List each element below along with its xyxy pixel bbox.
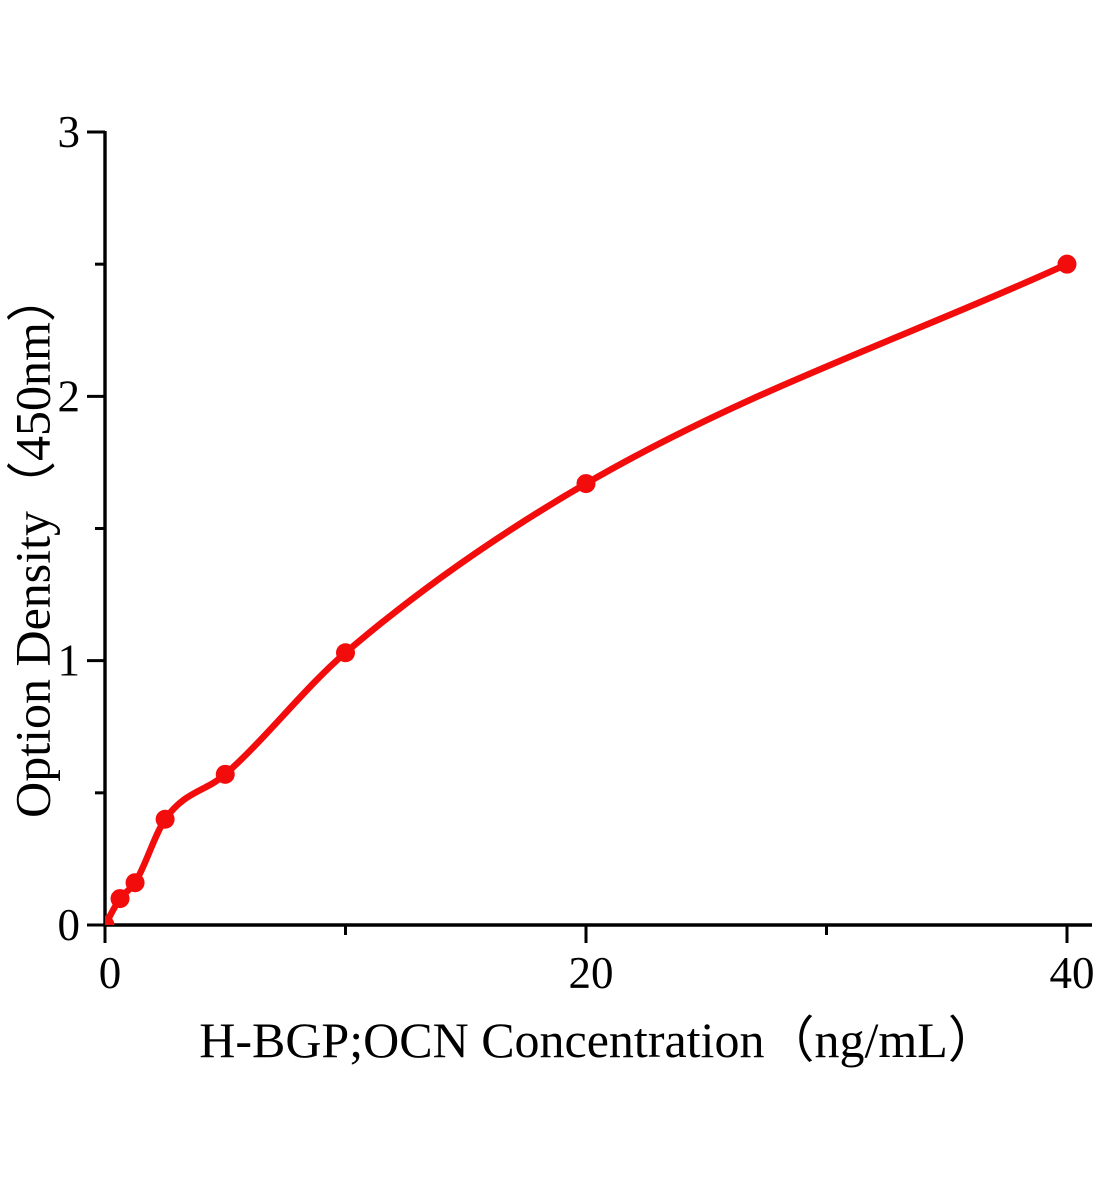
x-tick-label: 0 bbox=[99, 948, 122, 998]
data-point-marker bbox=[336, 643, 355, 663]
y-tick-label: 2 bbox=[58, 371, 81, 421]
y-tick-label: 3 bbox=[58, 107, 81, 157]
x-tick-label: 40 bbox=[1050, 948, 1095, 998]
data-point-marker bbox=[215, 764, 235, 784]
data-point-marker bbox=[576, 474, 596, 494]
y-axis-title: Option Density（450nm） bbox=[4, 272, 61, 818]
data-point-marker bbox=[155, 809, 175, 829]
curve-group bbox=[105, 254, 1077, 925]
x-axis-title: H-BGP;OCN Concentration（ng/mL） bbox=[199, 1012, 998, 1068]
y-tick-label: 1 bbox=[58, 636, 81, 686]
data-point-marker bbox=[125, 873, 145, 893]
data-point-marker bbox=[1057, 254, 1077, 274]
x-tick-label: 20 bbox=[569, 948, 614, 998]
y-tick-label: 0 bbox=[58, 900, 81, 950]
fitted-curve-line bbox=[105, 261, 1069, 925]
data-point-marker bbox=[105, 915, 115, 925]
data-point-marker bbox=[110, 889, 130, 909]
